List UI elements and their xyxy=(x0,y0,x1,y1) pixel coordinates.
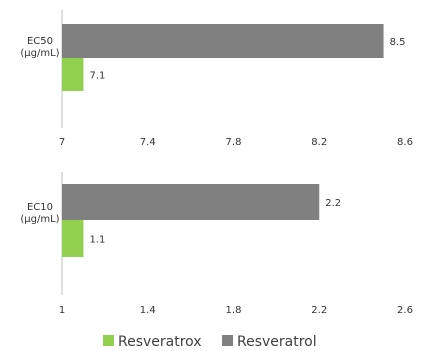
data-label-resveratrox: 7.1 xyxy=(89,71,105,82)
category-label-line: EC50 xyxy=(27,36,53,47)
x-tick-label: 7.4 xyxy=(140,137,156,148)
chart-legend: Resveratrox Resveratrol xyxy=(103,334,317,350)
data-label-resveratrol: 8.5 xyxy=(390,37,406,48)
category-label-line: (µg/mL) xyxy=(20,214,59,225)
chart-panel-1: EC50 (µg/mL) 8.5 7.1 7 7.4 7.8 8.2 8.6 xyxy=(20,10,413,148)
x-tick-label: 7 xyxy=(59,137,65,148)
legend-swatch xyxy=(222,335,233,346)
category-label-line: EC10 xyxy=(27,202,53,213)
data-label-resveratrox: 1.1 xyxy=(89,235,105,246)
legend-label: Resveratrol xyxy=(237,334,317,350)
x-tick-label: 1.8 xyxy=(226,305,242,316)
category-label: EC50 (µg/mL) xyxy=(20,36,59,59)
x-tick-label: 8.6 xyxy=(397,137,413,148)
bar-resveratrox xyxy=(62,220,84,257)
legend-swatch xyxy=(103,335,114,346)
x-tick-label: 1 xyxy=(59,305,65,316)
bar-resveratrol xyxy=(62,24,384,58)
legend-label: Resveratrox xyxy=(118,334,202,350)
x-tick-label: 7.8 xyxy=(226,137,242,148)
x-tick-label: 8.2 xyxy=(311,137,327,148)
x-tick-label: 2.2 xyxy=(311,305,327,316)
category-label: EC10 (µg/mL) xyxy=(20,202,59,225)
legend-item: Resveratrol xyxy=(222,334,317,350)
x-tick-label: 1.4 xyxy=(140,305,156,316)
data-label-resveratrol: 2.2 xyxy=(325,198,341,209)
bar-resveratrol xyxy=(62,184,320,220)
chart-panel-2: EC10 (µg/mL) 2.2 1.1 1 1.4 1.8 2.2 2.6 xyxy=(20,172,413,316)
legend-item: Resveratrox xyxy=(103,334,202,350)
x-tick-label: 2.6 xyxy=(397,305,413,316)
bar-resveratrox xyxy=(62,58,84,91)
category-label-line: (µg/mL) xyxy=(20,48,59,59)
